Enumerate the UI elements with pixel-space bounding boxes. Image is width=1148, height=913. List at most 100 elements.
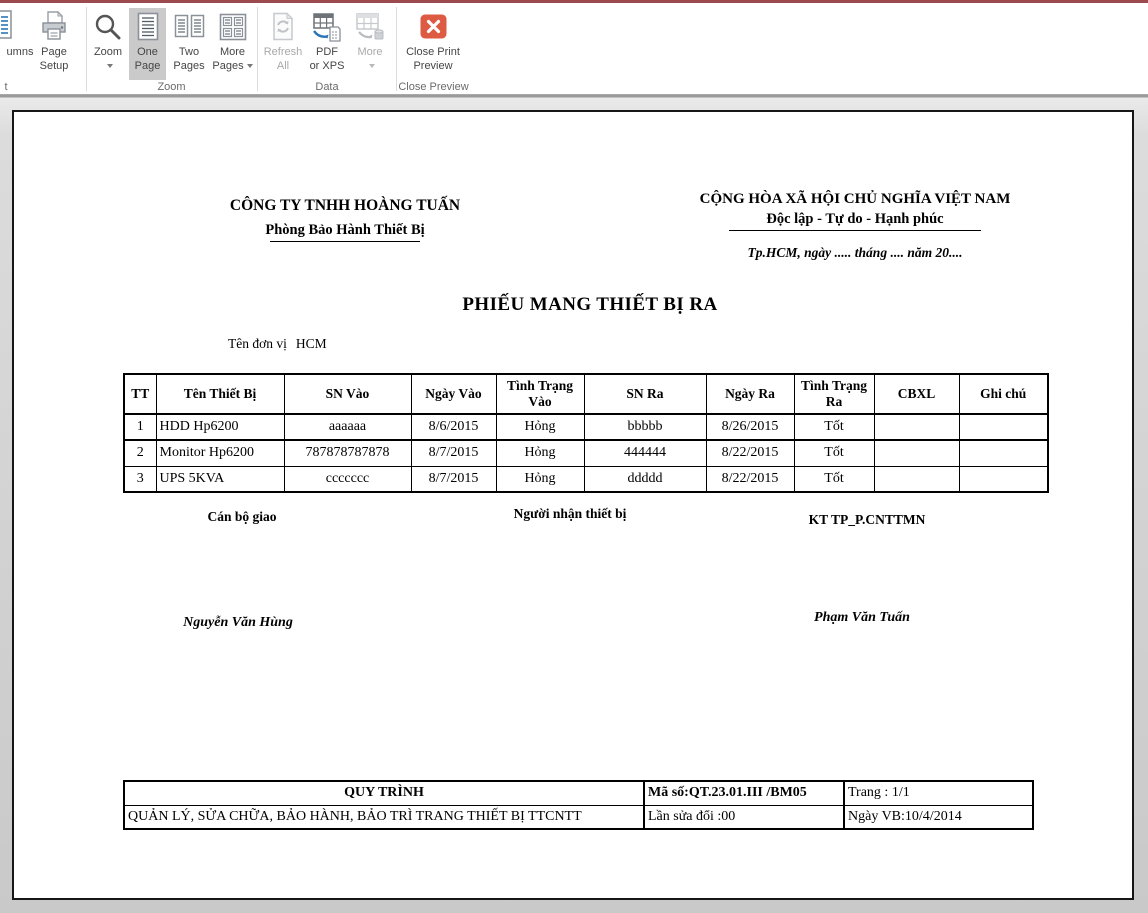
table-cell xyxy=(873,413,960,441)
table-cell: aaaaaa xyxy=(283,413,412,441)
footer-page: Trang : 1/1 xyxy=(843,780,1034,806)
footer-code: Mã số:QT.23.01.III /BM05 xyxy=(643,780,845,806)
zoom-icon xyxy=(88,8,128,45)
table-cell: 8/7/2015 xyxy=(410,465,497,493)
table-cell: 787878787878 xyxy=(283,439,412,467)
refresh-all-icon xyxy=(261,8,305,45)
table-row: 3 UPS 5KVA ccccccc 8/7/2015 Hỏng ddddd 8/22/20… xyxy=(123,465,1049,493)
column-header: Tình Trạng Vào xyxy=(495,373,585,415)
button-label: PDF xyxy=(316,46,338,58)
header-underline xyxy=(270,241,420,242)
group-label-zoom: Zoom xyxy=(157,81,186,93)
footer-revision: Lần sửa đổi :00 xyxy=(643,804,845,830)
group-label-page-layout: t xyxy=(4,81,8,93)
two-pages-icon xyxy=(169,8,209,45)
one-page-button[interactable]: One Page xyxy=(129,8,166,80)
button-label: Page xyxy=(134,60,161,72)
page-setup-icon xyxy=(26,8,82,45)
ribbon: umns Page Setup xyxy=(0,0,1148,95)
table-row: 1 HDD Hp6200 aaaaaa 8/6/2015 Hỏng bbbbb 8/26/2… xyxy=(123,413,1049,441)
button-label: All xyxy=(276,60,290,72)
column-header: Ngày Ra xyxy=(705,373,795,415)
button-label: umns xyxy=(6,46,34,58)
dropdown-arrow-icon xyxy=(368,64,375,69)
table-cell: Hỏng xyxy=(495,413,585,441)
national-title: CỘNG HÒA XÃ HỘI CHỦ NGHĨA VIỆT NAM xyxy=(699,191,1011,207)
page-setup-button[interactable]: Page Setup xyxy=(26,8,82,80)
more-pages-icon xyxy=(209,8,256,45)
print-preview-area[interactable]: CÔNG TY TNHH HOÀNG TUẤN Phòng Bảo Hành T… xyxy=(0,95,1148,913)
table-cell: 3 xyxy=(123,465,157,493)
more-pages-button[interactable]: More Pages xyxy=(209,8,256,80)
button-label: Setup xyxy=(39,60,69,72)
refresh-all-button: Refresh All xyxy=(261,8,305,80)
button-label: Zoom xyxy=(93,46,123,58)
close-print-preview-button[interactable]: Close Print Preview xyxy=(399,8,467,80)
document-page[interactable]: CÔNG TY TNHH HOÀNG TUẤN Phòng Bảo Hành T… xyxy=(12,110,1134,900)
column-header: Ngày Vào xyxy=(410,373,497,415)
pdf-or-xps-button[interactable]: PDF or XPS xyxy=(305,8,349,80)
table-cell: 2 xyxy=(123,439,157,467)
button-label: Two xyxy=(178,46,200,58)
button-label: Close Print xyxy=(406,46,460,58)
dropdown-arrow-icon xyxy=(246,64,253,69)
table-cell xyxy=(873,439,960,467)
table-cell: 8/6/2015 xyxy=(410,413,497,441)
one-page-icon xyxy=(129,8,166,45)
table-cell: bbbbb xyxy=(583,413,707,441)
column-header: SN Ra xyxy=(583,373,707,415)
columns-button[interactable]: umns xyxy=(0,8,44,80)
group-separator xyxy=(86,7,87,91)
table-cell: Tốt xyxy=(793,413,875,441)
table-cell: 444444 xyxy=(583,439,707,467)
more-export-button: More xyxy=(349,8,391,80)
button-label: One xyxy=(137,46,158,58)
column-header: Tên Thiết Bị xyxy=(155,373,285,415)
signature-title-receiver: Người nhận thiết bị xyxy=(513,506,627,521)
table-row: 2 Monitor Hp6200 787878787878 8/7/2015 Hỏng 4… xyxy=(123,439,1049,467)
table-cell xyxy=(958,439,1049,467)
column-header: SN Vào xyxy=(283,373,412,415)
table-cell: 8/22/2015 xyxy=(705,439,795,467)
button-label: Refresh xyxy=(263,46,303,58)
table-cell: 8/26/2015 xyxy=(705,413,795,441)
column-header: TT xyxy=(123,373,157,415)
group-separator xyxy=(257,7,258,91)
table-cell: ccccccc xyxy=(283,465,412,493)
signature-name-giver: Nguyễn Văn Hùng xyxy=(183,615,293,630)
table-cell: ddddd xyxy=(583,465,707,493)
date-line: Tp.HCM, ngày ..... tháng .... năm 20.... xyxy=(747,245,963,260)
two-pages-button[interactable]: Two Pages xyxy=(169,8,209,80)
footer-table: QUY TRÌNH Mã số:QT.23.01.III /BM05 Trang… xyxy=(123,780,1034,830)
footer-doc-date: Ngày VB:10/4/2014 xyxy=(843,804,1034,830)
national-motto: Độc lập - Tự do - Hạnh phúc xyxy=(766,211,944,227)
table-cell: Tốt xyxy=(793,439,875,467)
button-label: Pages xyxy=(212,60,244,72)
department-name: Phòng Bảo Hành Thiết Bị xyxy=(265,222,425,238)
button-label: or XPS xyxy=(309,60,345,72)
columns-icon xyxy=(0,10,13,45)
unit-label: Tên đơn vị xyxy=(228,336,287,351)
unit-value: HCM xyxy=(295,336,327,351)
signature-name-approver: Phạm Văn Tuấn xyxy=(814,610,910,625)
table-cell xyxy=(958,413,1049,441)
equipment-table-body: 1 HDD Hp6200 aaaaaa 8/6/2015 Hỏng bbbbb 8/26/2… xyxy=(123,413,1049,493)
table-cell: Hỏng xyxy=(495,439,585,467)
button-label: Page xyxy=(41,46,67,58)
table-cell: Monitor Hp6200 xyxy=(155,439,285,467)
footer-process-name: QUẢN LÝ, SỬA CHỮA, BẢO HÀNH, BẢO TRÌ TRA… xyxy=(123,804,645,830)
table-header-row: TT Tên Thiết Bị SN Vào Ngày Vào Tình Trạ… xyxy=(123,373,1049,415)
table-cell: 8/7/2015 xyxy=(410,439,497,467)
button-label: Preview xyxy=(413,60,453,72)
table-cell: UPS 5KVA xyxy=(155,465,285,493)
table-cell: 1 xyxy=(123,413,157,441)
equipment-table: TT Tên Thiết Bị SN Vào Ngày Vào Tình Trạ… xyxy=(123,373,1049,493)
document-header-left: CÔNG TY TNHH HOÀNG TUẤN Phòng Bảo Hành T… xyxy=(145,197,545,242)
group-separator xyxy=(396,7,397,91)
button-label: More xyxy=(357,46,383,58)
column-header: CBXL xyxy=(873,373,960,415)
dropdown-arrow-icon xyxy=(106,64,113,69)
zoom-button[interactable]: Zoom xyxy=(88,8,128,80)
table-cell xyxy=(873,465,960,493)
